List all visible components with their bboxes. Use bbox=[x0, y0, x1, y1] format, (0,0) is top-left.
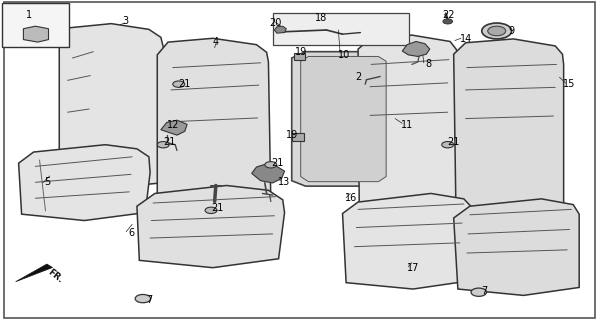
Circle shape bbox=[488, 26, 506, 36]
Text: 2: 2 bbox=[355, 72, 361, 82]
Text: FR.: FR. bbox=[46, 268, 64, 285]
Bar bbox=[2, 3, 69, 47]
Circle shape bbox=[265, 162, 277, 168]
Polygon shape bbox=[403, 42, 429, 56]
Polygon shape bbox=[19, 145, 150, 220]
Polygon shape bbox=[59, 24, 167, 187]
Text: 7: 7 bbox=[146, 294, 152, 305]
Text: 8: 8 bbox=[425, 60, 431, 69]
Text: 21: 21 bbox=[211, 204, 223, 213]
Polygon shape bbox=[292, 133, 304, 141]
Polygon shape bbox=[301, 56, 386, 182]
Text: 19: 19 bbox=[295, 47, 307, 57]
Text: 14: 14 bbox=[459, 34, 472, 44]
Polygon shape bbox=[161, 120, 187, 135]
Polygon shape bbox=[358, 35, 459, 214]
Text: 4: 4 bbox=[213, 37, 219, 47]
Circle shape bbox=[205, 207, 217, 213]
Text: 22: 22 bbox=[443, 10, 455, 20]
Circle shape bbox=[158, 141, 170, 148]
Text: 6: 6 bbox=[128, 228, 134, 238]
Polygon shape bbox=[343, 194, 474, 289]
Text: 15: 15 bbox=[564, 78, 576, 89]
Text: 21: 21 bbox=[447, 138, 460, 148]
Text: 19: 19 bbox=[286, 130, 298, 140]
Text: 9: 9 bbox=[509, 26, 515, 36]
Polygon shape bbox=[137, 186, 285, 268]
Polygon shape bbox=[453, 39, 564, 227]
Circle shape bbox=[482, 23, 512, 39]
Polygon shape bbox=[158, 38, 271, 208]
Bar bbox=[273, 13, 409, 45]
Text: 17: 17 bbox=[407, 263, 419, 273]
Circle shape bbox=[135, 294, 151, 303]
Text: 21: 21 bbox=[271, 157, 283, 168]
Text: 21: 21 bbox=[163, 138, 176, 148]
Text: 18: 18 bbox=[315, 13, 327, 23]
Text: 21: 21 bbox=[179, 78, 191, 89]
Circle shape bbox=[441, 141, 453, 148]
Text: 5: 5 bbox=[44, 177, 50, 187]
Polygon shape bbox=[16, 264, 53, 282]
Text: 13: 13 bbox=[279, 177, 291, 187]
Polygon shape bbox=[252, 164, 285, 183]
Text: 10: 10 bbox=[338, 50, 350, 60]
Circle shape bbox=[471, 288, 486, 296]
Polygon shape bbox=[294, 52, 305, 60]
Polygon shape bbox=[453, 199, 579, 295]
Circle shape bbox=[173, 81, 184, 87]
Polygon shape bbox=[23, 26, 49, 42]
Text: 12: 12 bbox=[167, 120, 179, 130]
Text: 7: 7 bbox=[482, 286, 488, 296]
Text: 11: 11 bbox=[401, 120, 413, 130]
Polygon shape bbox=[274, 26, 286, 33]
Text: 16: 16 bbox=[345, 193, 357, 203]
Text: 20: 20 bbox=[270, 18, 282, 28]
Polygon shape bbox=[292, 52, 395, 186]
Circle shape bbox=[443, 19, 452, 24]
Text: 3: 3 bbox=[122, 16, 128, 27]
Text: 1: 1 bbox=[26, 10, 32, 20]
